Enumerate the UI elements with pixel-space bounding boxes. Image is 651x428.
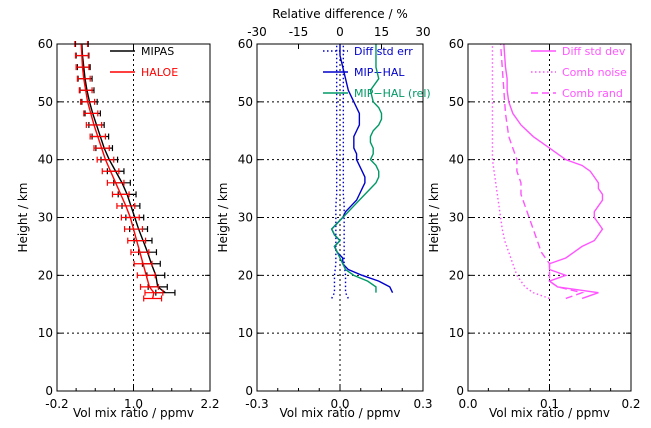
legend-label: Diff std dev — [562, 45, 626, 58]
y-tick-label: 20 — [38, 268, 53, 282]
series-line-1 — [330, 44, 394, 293]
legend-label: Comb noise — [562, 66, 627, 79]
y-axis-label: Height / km — [16, 183, 30, 253]
y-axis-label: Height / km — [427, 183, 441, 253]
series-line-2 — [330, 44, 383, 293]
legend-label: MIP−HAL — [354, 66, 405, 79]
panel-right: 0 10 20 30 40 50 60 0.0 0.1 0.2 Diff std dev Comb n… — [427, 37, 641, 420]
legend-label: HALOE — [141, 66, 178, 79]
x-tick-label: -0.2 — [45, 397, 68, 411]
legend-label: MIP−HAL (rel) — [354, 87, 431, 100]
y-tick-label: 40 — [38, 153, 53, 167]
series-line-0-mirror — [331, 44, 338, 299]
x-tick-label: 0.1 — [540, 397, 559, 411]
y-tick-label: 60 — [238, 37, 253, 51]
top-tick-label: 15 — [374, 25, 389, 39]
x-tick-label: -0.3 — [245, 397, 268, 411]
panel-left: 0 10 20 30 40 50 60 -0.2 1.0 2.2 MIPAS HALOE Vol mix… — [16, 37, 220, 420]
legend-label: Diff std err — [354, 45, 413, 58]
legend-label: MIPAS — [141, 45, 174, 58]
y-tick-label: 10 — [38, 326, 53, 340]
plot-frame — [467, 43, 632, 392]
x-tick-label: 1.0 — [124, 397, 143, 411]
top-axis-label: Relative difference / % — [272, 7, 408, 21]
series-line-2 — [499, 43, 585, 300]
series-line-1 — [80, 43, 155, 299]
series-line-1 — [491, 44, 550, 300]
top-tick-label: 30 — [415, 25, 430, 39]
y-tick-label: 10 — [238, 326, 253, 340]
y-tick-label: 30 — [449, 211, 464, 225]
series-line-0 — [503, 43, 604, 300]
y-tick-label: 50 — [38, 95, 53, 109]
plot-frame — [256, 43, 424, 392]
x-tick-label: 0.3 — [413, 397, 432, 411]
top-tick-label: -15 — [289, 25, 309, 39]
y-tick-label: 20 — [449, 268, 464, 282]
x-tick-label: 2.2 — [200, 397, 219, 411]
y-tick-label: 60 — [38, 37, 53, 51]
top-tick-label: -30 — [247, 25, 267, 39]
y-tick-label: 20 — [238, 268, 253, 282]
y-tick-label: 0 — [45, 384, 53, 398]
top-tick-label: 0 — [336, 25, 344, 39]
plot-frame — [56, 43, 211, 392]
y-tick-label: 30 — [38, 211, 53, 225]
x-tick-label: 0.2 — [621, 397, 640, 411]
y-tick-label: 50 — [449, 95, 464, 109]
x-tick-label: 0.0 — [330, 397, 349, 411]
y-tick-label: 60 — [449, 37, 464, 51]
y-tick-label: 0 — [456, 384, 464, 398]
x-axis-label: Vol mix ratio / ppmv — [73, 406, 194, 420]
y-tick-label: 40 — [238, 153, 253, 167]
y-tick-label: 10 — [449, 326, 464, 340]
legend-label: Comb rand — [562, 87, 623, 100]
y-tick-label: 50 — [238, 95, 253, 109]
y-axis-label: Height / km — [216, 183, 230, 253]
panel-middle: 0 10 20 30 40 50 60 -0.3 0.0 0.3 -30 -15 0 15 30 Relati… — [216, 7, 433, 420]
y-tick-label: 40 — [449, 153, 464, 167]
x-tick-label: 0.0 — [458, 397, 477, 411]
x-axis-label: Vol mix ratio / ppmv — [489, 406, 610, 420]
y-tick-label: 30 — [238, 211, 253, 225]
x-axis-label: Vol mix ratio / ppmv — [279, 406, 400, 420]
y-tick-label: 0 — [245, 384, 253, 398]
